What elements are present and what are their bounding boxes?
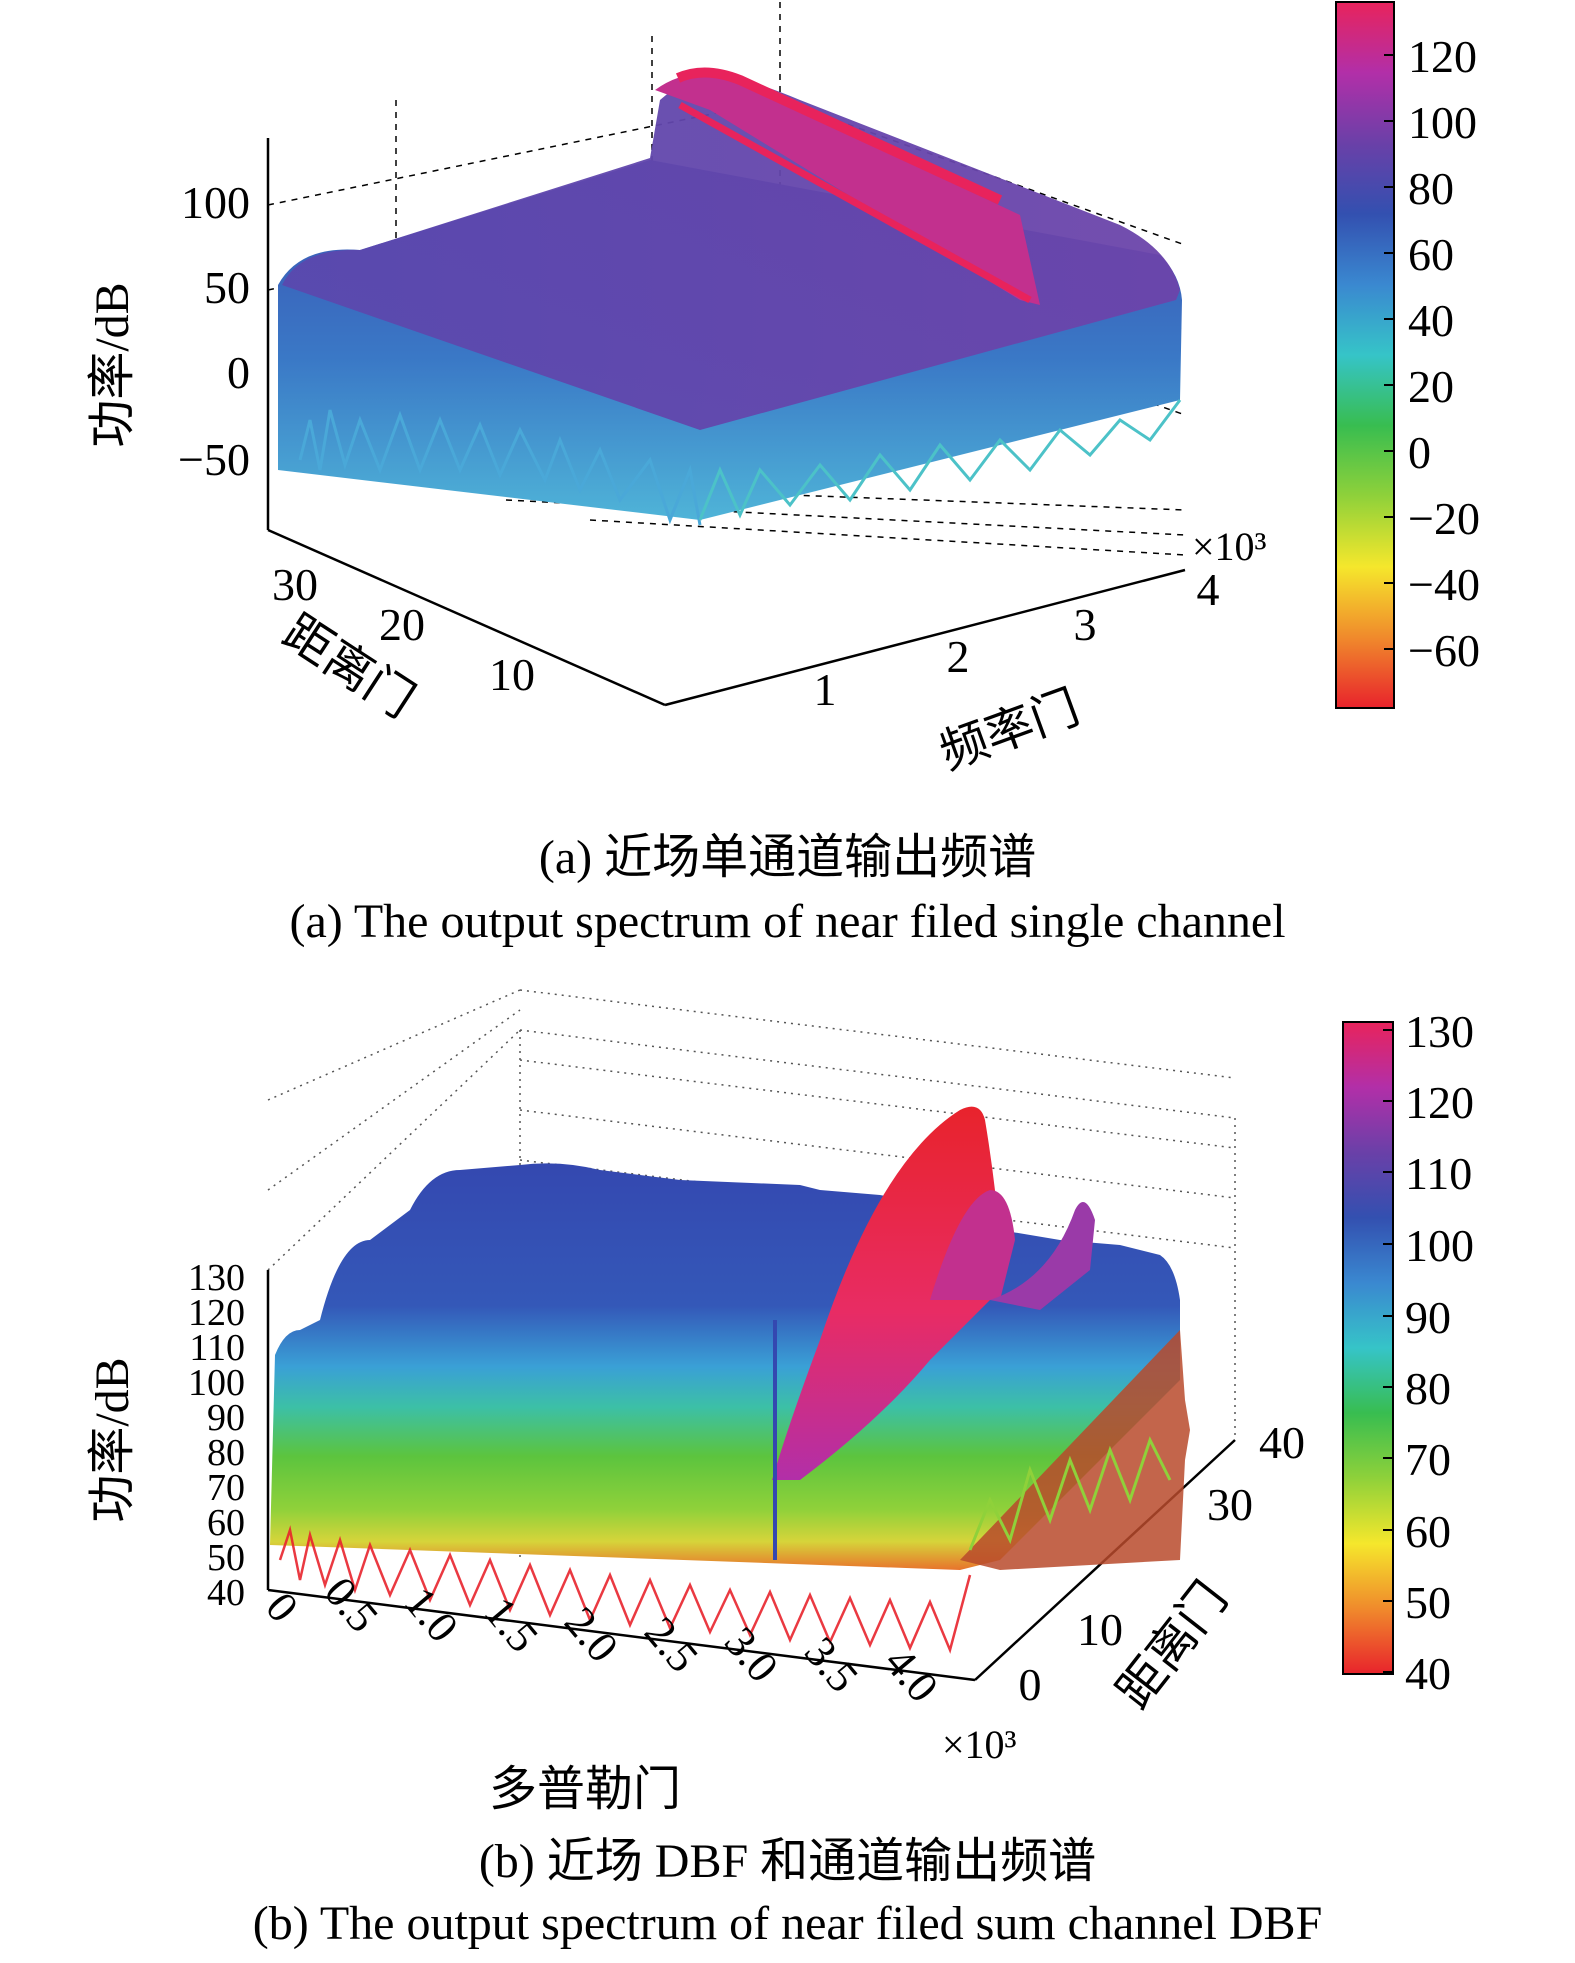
- chart-b-colorbar-label: 130: [1405, 1006, 1474, 1057]
- chart-b-ztick: 60: [207, 1502, 245, 1544]
- chart-b-ytick: 30: [1207, 1479, 1253, 1530]
- chart-a-colorbar-label: −20: [1408, 493, 1480, 544]
- chart-b-colorbar-label: 70: [1405, 1434, 1451, 1485]
- chart-b-xtick: 1.0: [395, 1578, 468, 1652]
- chart-b-xmultiplier: ×10³: [942, 1722, 1017, 1767]
- chart-a-xtick: 2: [947, 631, 970, 682]
- chart-a-ztick: −50: [178, 434, 250, 485]
- chart-a-ytick: 20: [379, 599, 425, 650]
- chart-b-ytick: 40: [1259, 1417, 1305, 1468]
- chart-b-colorbar-label: 40: [1405, 1648, 1451, 1699]
- chart-a-colorbar-label: 60: [1408, 229, 1454, 280]
- chart-a-colorbar-label: −60: [1408, 625, 1480, 676]
- chart-b-xtick: 1.5: [475, 1588, 548, 1662]
- chart-b-ztick: 70: [207, 1467, 245, 1509]
- chart-b-ztick: 50: [207, 1537, 245, 1579]
- chart-a-colorbar-label: 100: [1408, 97, 1477, 148]
- chart-b-xtick: 2.0: [555, 1598, 628, 1672]
- chart-b: 130 120 110 100 90 80 70 60 50 40 功率/dB …: [86, 989, 1474, 1816]
- chart-a-colorbar: [1335, 1, 1395, 709]
- chart-a-ztick: 0: [227, 347, 250, 398]
- chart-b-colorbar-ticks: [1383, 1029, 1393, 1673]
- chart-b-zlabel: 功率/dB: [86, 1357, 139, 1522]
- caption-b-en: (b) The output spectrum of near filed su…: [252, 1897, 1323, 1950]
- chart-a-colorbar-label: −40: [1408, 559, 1480, 610]
- chart-b-colorbar-label: 50: [1405, 1577, 1451, 1628]
- chart-b-xtick: 0: [256, 1583, 308, 1631]
- chart-a-xtick: 4: [1197, 564, 1220, 615]
- chart-b-ztick: 130: [188, 1257, 245, 1299]
- chart-a-xlabel: 频率门: [933, 681, 1086, 780]
- chart-b-ztick: 110: [189, 1327, 245, 1369]
- chart-b-colorbar-label: 120: [1405, 1077, 1474, 1128]
- chart-b-ztick: 100: [188, 1362, 245, 1404]
- chart-b-ztick: 120: [188, 1292, 245, 1334]
- chart-a-ytick: 10: [489, 649, 535, 700]
- chart-b-ytick: 10: [1077, 1604, 1123, 1655]
- chart-a-colorbar-label: 120: [1408, 31, 1477, 82]
- chart-b-colorbar-label: 80: [1405, 1363, 1451, 1414]
- chart-a: 100 50 0 −50 功率/dB 30 20 10 距离门 1 2 3 4 …: [86, 1, 1480, 780]
- caption-a-en: (a) The output spectrum of near filed si…: [289, 895, 1286, 948]
- chart-b-xtick: 2.5: [635, 1608, 708, 1682]
- chart-a-colorbar-label: 20: [1408, 361, 1454, 412]
- chart-a-axes: [266, 138, 1186, 707]
- chart-a-xmultiplier: ×10³: [1192, 524, 1267, 569]
- chart-b-colorbar-label: 60: [1405, 1506, 1451, 1557]
- chart-b-ztick: 90: [207, 1397, 245, 1439]
- chart-a-colorbar-label: 0: [1408, 427, 1431, 478]
- chart-b-ztick: 40: [207, 1572, 245, 1614]
- chart-a-ztick: 100: [181, 177, 250, 228]
- chart-b-colorbar-label: 110: [1405, 1148, 1472, 1199]
- chart-b-colorbar-label: 90: [1405, 1292, 1451, 1343]
- chart-a-ytick: 30: [272, 559, 318, 610]
- chart-b-surface: [270, 1106, 1190, 1654]
- chart-b-ztick: 80: [207, 1432, 245, 1474]
- chart-a-ztick: 50: [204, 262, 250, 313]
- chart-a-colorbar-label: 80: [1408, 163, 1454, 214]
- chart-a-xtick: 1: [814, 664, 837, 715]
- chart-b-ylabel: 距离门: [1108, 1572, 1238, 1718]
- chart-a-surface: [278, 67, 1182, 526]
- chart-b-ytick: 0: [1019, 1659, 1042, 1710]
- chart-a-zlabel: 功率/dB: [86, 282, 139, 447]
- caption-b-cn: (b) 近场 DBF 和通道输出频谱: [478, 1835, 1097, 1888]
- chart-a-colorbar-ticks: [1384, 54, 1394, 650]
- chart-a-colorbar-label: 40: [1408, 295, 1454, 346]
- chart-b-xtick: 3.5: [795, 1628, 868, 1702]
- chart-b-colorbar: [1342, 1021, 1394, 1675]
- chart-b-xlabel: 多普勒门: [489, 1763, 681, 1816]
- chart-b-colorbar-label: 100: [1405, 1220, 1474, 1271]
- chart-a-xtick: 3: [1074, 599, 1097, 650]
- chart-b-xtick: 3.0: [715, 1618, 788, 1692]
- caption-a-cn: (a) 近场单通道输出频谱: [538, 831, 1037, 884]
- chart-b-xtick: 4.0: [875, 1638, 948, 1712]
